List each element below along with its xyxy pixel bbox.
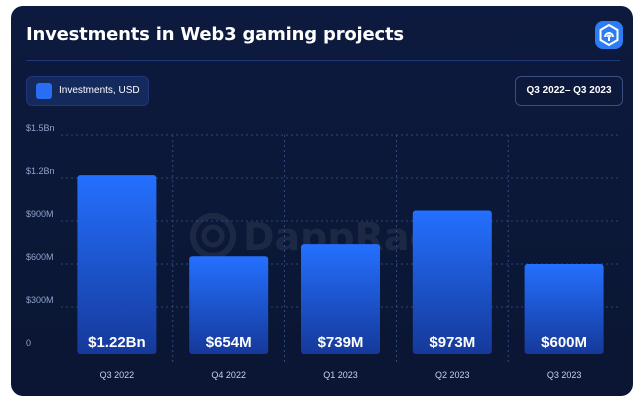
- bar-value-label: $600M: [541, 334, 587, 351]
- legend-label: Investments, USD: [59, 85, 140, 96]
- bar: [77, 175, 157, 354]
- x-tick-label: Q4 2022: [211, 370, 246, 380]
- y-tick-label: 0: [26, 338, 31, 348]
- bar-value-label: $654M: [206, 334, 252, 351]
- legend: Investments, USD: [26, 76, 149, 106]
- bar: [524, 264, 604, 354]
- x-tick-label: Q1 2023: [323, 370, 358, 380]
- bar-value-label: $739M: [318, 334, 364, 351]
- header-divider: [26, 60, 620, 61]
- bar-value-label: $1.22Bn: [88, 334, 146, 351]
- bar: [301, 244, 380, 354]
- bar: [412, 210, 492, 354]
- x-tick-label: Q3 2022: [100, 370, 135, 380]
- x-tick-label: Q3 2023: [547, 370, 582, 380]
- y-tick-label: $900M: [26, 209, 54, 219]
- y-tick-label: $1.2Bn: [26, 166, 55, 176]
- bar-value-label: $973M: [429, 334, 475, 351]
- legend-swatch: [36, 83, 52, 99]
- y-tick-label: $1.5Bn: [26, 123, 55, 133]
- bar: [189, 256, 269, 354]
- watermark-logo-icon: [190, 213, 236, 259]
- x-tick-label: Q2 2023: [435, 370, 470, 380]
- period-badge: Q3 2022– Q3 2023: [515, 76, 623, 106]
- y-tick-label: $300M: [26, 295, 54, 305]
- dappradar-logo-icon: [595, 21, 623, 49]
- y-tick-label: $600M: [26, 252, 54, 262]
- chart-title: Investments in Web3 gaming projects: [26, 24, 404, 45]
